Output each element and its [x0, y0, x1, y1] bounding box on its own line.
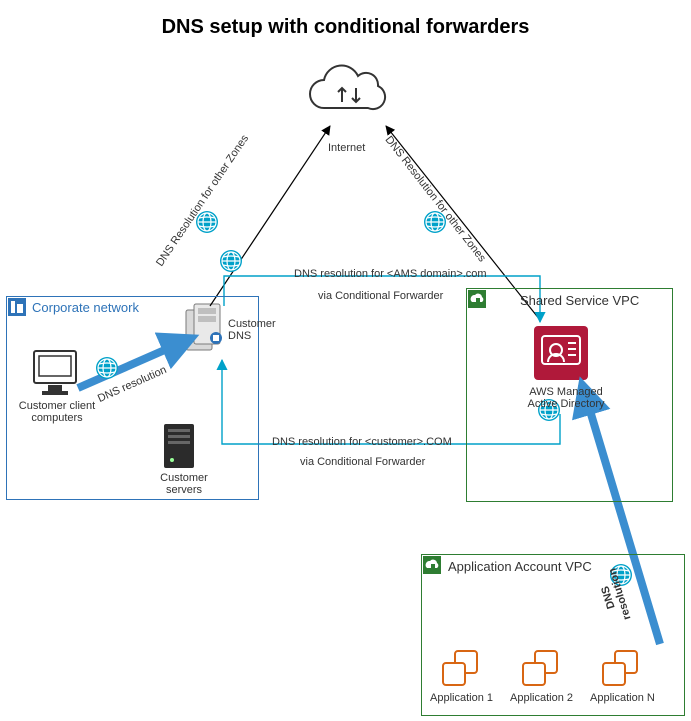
internet-label: Internet — [328, 142, 365, 154]
globe-icon — [220, 250, 242, 272]
corporate-network-box — [6, 296, 259, 500]
edge-ad-corp-label2: via Conditional Forwarder — [300, 456, 425, 468]
edge-corp-ad-label1: DNS resolution for <AMS domain>.com — [294, 268, 487, 280]
app-vpc-label: Application Account VPC — [448, 559, 592, 574]
internet-icon — [310, 66, 385, 110]
edge-corp-ad-label2: via Conditional Forwarder — [318, 290, 443, 302]
customer-dns-label: Customer DNS — [228, 318, 276, 342]
app1-label: Application 1 — [430, 692, 493, 704]
edge-ad-corp-label1: DNS resolution for <customer>.COM — [272, 436, 452, 448]
app2-label: Application 2 — [510, 692, 573, 704]
aws-ad-label: AWS Managed Active Directory — [516, 386, 616, 410]
client-label: Customer client computers — [12, 400, 102, 424]
appN-label: Application N — [590, 692, 655, 704]
servers-label: Customer servers — [154, 472, 214, 496]
corporate-network-label: Corporate network — [32, 300, 139, 315]
shared-vpc-label: Shared Service VPC — [520, 293, 639, 308]
